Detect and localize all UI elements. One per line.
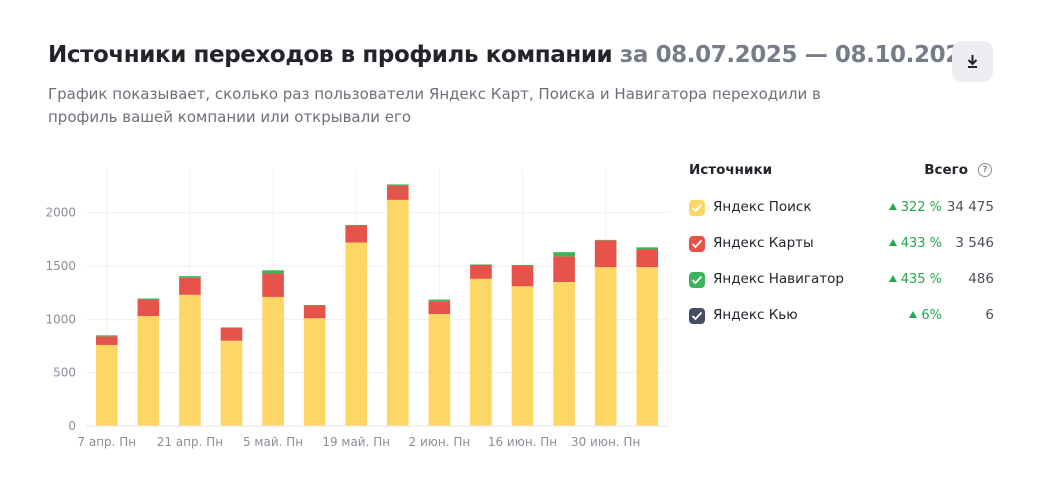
delta-value: 322 % [900,200,942,215]
legend-item[interactable]: Яндекс Кью 6% 6 [689,290,994,326]
legend-item[interactable]: Яндекс Карты 433 % 3 546 [689,218,994,254]
x-tick-label: 21 апр. Пн [157,435,223,449]
legend-panel: Источники Всего ? Яндекс Поиск 322 % 34 47… [689,160,994,326]
bar-segment[interactable] [220,327,243,341]
legend-item-delta: 6% [909,308,942,323]
legend-sources-header: Источники [689,162,773,178]
bar-segment[interactable] [137,298,160,300]
x-tick-label: 7 апр. Пн [77,435,136,449]
bar-segment[interactable] [511,286,534,426]
legend-checkbox[interactable] [689,308,705,324]
x-tick-label: 19 май. Пн [322,435,390,449]
y-tick-label: 0 [68,419,76,433]
check-icon [691,239,703,249]
question-icon[interactable]: ? [978,163,992,177]
y-tick-label: 1000 [45,312,76,326]
download-icon [967,55,978,68]
page-title: Источники переходов в профиль компании з… [48,42,977,68]
bar-segment[interactable] [220,340,243,426]
page-subtitle: График показывает, сколько раз пользоват… [48,85,821,126]
legend-checkbox[interactable] [689,200,705,216]
bar-segment[interactable] [303,304,326,306]
delta-value: 435 % [900,272,942,287]
bar-segment[interactable] [303,318,326,426]
bar-segment[interactable] [511,266,534,287]
bar-segment[interactable] [303,305,326,319]
bar-segment[interactable] [470,264,492,265]
x-tick-label: 5 май. Пн [243,435,303,449]
bar-segment[interactable] [553,256,575,282]
legend-checkbox[interactable] [689,272,705,288]
bar-segment[interactable] [386,199,409,426]
delta-value: 433 % [900,236,942,251]
arrow-up-icon [888,275,897,282]
bar-segment[interactable] [470,278,492,426]
legend-item-total: 34 475 [946,199,994,215]
legend-checkbox[interactable] [689,236,705,252]
legend-item-delta: 435 % [888,272,942,287]
bar-segment[interactable] [95,344,118,426]
bar-segment[interactable] [553,252,575,257]
arrow-up-icon [909,311,918,318]
bar-segment[interactable] [470,264,492,279]
bar-segment[interactable] [428,301,451,314]
bar-segment[interactable] [386,184,409,186]
bar-chart: 0 500 1000 1500 2000 7 апр. Пн 21 апр. Пн 5 май… [45,170,668,449]
bar-segment[interactable] [428,299,451,302]
bar-segment[interactable] [428,314,451,426]
delta-value: 6% [921,308,942,323]
bar-segment[interactable] [95,335,118,337]
bar-segment[interactable] [594,267,617,426]
check-icon [691,311,703,321]
legend-item[interactable]: Яндекс Навигатор 435 % 486 [689,254,994,290]
bar-segment[interactable] [553,282,575,426]
bar-segment[interactable] [636,247,659,250]
legend-item-name: Яндекс Навигатор [713,271,844,287]
bar-segment[interactable] [262,296,284,426]
bar-segment[interactable] [386,186,409,200]
bar-segment[interactable] [636,267,659,426]
legend-item-name: Яндекс Поиск [713,199,812,215]
legend-item-name: Яндекс Карты [713,235,814,251]
bar-segment[interactable] [220,327,243,328]
bar-segment[interactable] [636,250,659,268]
download-button[interactable] [952,41,993,82]
x-tick-label: 30 июн. Пн [571,435,640,449]
y-tick-label: 500 [53,366,76,380]
legend-item-delta: 433 % [888,236,942,251]
bar-segment[interactable] [262,270,284,274]
arrow-up-icon [888,203,897,210]
legend-item[interactable]: Яндекс Поиск 322 % 34 475 [689,182,994,218]
legend-total-header: Всего [924,162,968,178]
legend-item-delta: 322 % [888,200,942,215]
x-tick-label: 2 июн. Пн [409,435,471,449]
bar-segment[interactable] [179,276,201,278]
bar-segment[interactable] [345,224,368,226]
bar-segment[interactable] [179,294,201,426]
bar-segment[interactable] [345,225,368,243]
bar-segment[interactable] [511,264,534,266]
bar-segment[interactable] [262,273,284,297]
check-icon [691,275,703,285]
legend-item-total: 3 546 [955,235,994,251]
bar-segment[interactable] [95,336,118,345]
legend-item-total: 486 [968,271,994,287]
bar-segment[interactable] [137,316,160,426]
bar-segment[interactable] [179,277,201,295]
bar-segment[interactable] [137,299,160,317]
x-tick-label: 16 июн. Пн [488,435,557,449]
arrow-up-icon [888,239,897,246]
bar-segment[interactable] [345,242,368,426]
bar-segment[interactable] [594,240,617,268]
y-tick-label: 1500 [45,259,76,273]
y-tick-label: 2000 [45,206,76,220]
title-date-range: за 08.07.2025 — 08.10.2025 [619,42,977,68]
check-icon [691,203,703,213]
bar-segment[interactable] [594,239,617,241]
legend-item-total: 6 [985,307,994,323]
legend-item-name: Яндекс Кью [713,307,798,323]
title-main: Источники переходов в профиль компании [48,42,613,68]
legend-header: Источники Всего ? [689,160,994,182]
